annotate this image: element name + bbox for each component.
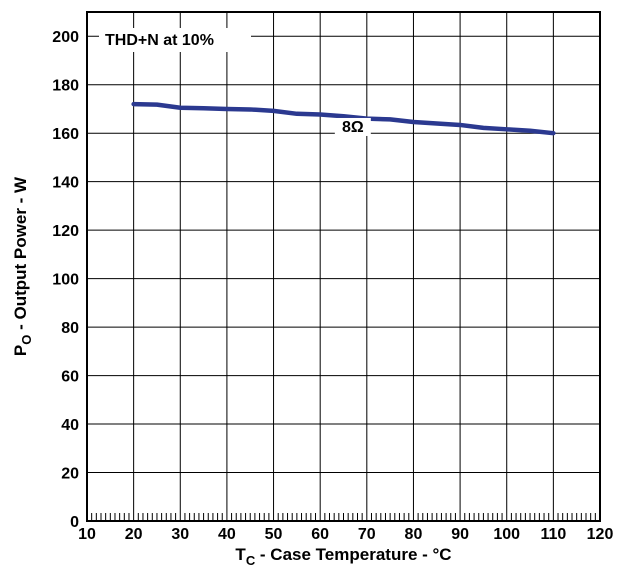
x-tick-label: 70 [358,526,376,543]
plot-frame [86,11,601,522]
series-line-0 [131,101,556,136]
y-tick-label: 120 [52,223,79,240]
x-tick-label: 60 [311,526,329,543]
y-tick-label: 20 [61,466,79,483]
series-label-background [334,117,371,136]
minor-ticks [91,513,596,521]
y-axis-label-main: P [11,345,30,356]
x-tick-labels: 10 20 30 40 50 60 70 80 90 100 110 120 [78,526,613,543]
series-layer [131,101,556,136]
y-tick-label: 180 [52,78,79,95]
x-tick-label: 90 [451,526,469,543]
y-tick-label: 160 [52,126,79,143]
y-axis-label-subscript: O [19,335,34,345]
y-tick-label: 40 [61,417,79,434]
y-tick-label: 100 [52,272,79,289]
series-label-group: 8Ω [334,117,371,136]
x-tick-label: 100 [493,526,520,543]
annotation-box: THD+N at 10% [99,28,251,52]
y-tick-label: 200 [52,29,79,46]
annotation-text: THD+N at 10% [105,32,214,49]
x-tick-label: 80 [405,526,423,543]
y-tick-labels: 0 20 40 60 80 100 120 140 160 180 200 [52,29,79,531]
series-label: 8Ω [342,119,364,136]
y-tick-label: 0 [70,514,79,531]
x-tick-label: 110 [540,526,566,543]
y-axis-label: PO - Output Power - W [11,176,34,356]
x-tick-label: 10 [78,526,96,543]
x-tick-label: 30 [171,526,189,543]
x-axis-label-subscript: C [246,553,256,568]
x-tick-label: 120 [587,526,614,543]
x-axis-label-main: T [235,545,246,564]
annotation-background [99,28,251,52]
y-tick-label: 60 [61,369,79,386]
x-tick-label: 50 [265,526,283,543]
x-tick-label: 20 [125,526,143,543]
y-axis-label-rest: - Output Power - W [11,176,30,335]
x-axis-label-rest: - Case Temperature - °C [255,545,451,564]
y-tick-label: 140 [52,175,79,192]
x-tick-label: 40 [218,526,236,543]
x-axis-label: TC - Case Temperature - °C [235,545,451,568]
grid [87,12,600,521]
y-tick-label: 80 [61,320,79,337]
